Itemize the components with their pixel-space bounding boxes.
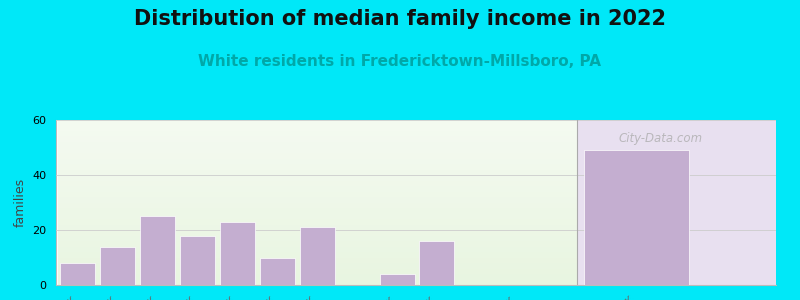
Bar: [60, 263, 95, 285]
Bar: [58, 125, 577, 131]
Bar: [58, 247, 577, 252]
Bar: [58, 241, 577, 247]
Bar: [58, 186, 577, 191]
Bar: [58, 230, 577, 236]
Text: White residents in Fredericktown-Millsboro, PA: White residents in Fredericktown-Millsbo…: [198, 54, 602, 69]
Bar: [100, 247, 135, 285]
Bar: [180, 236, 215, 285]
Bar: [300, 227, 335, 285]
Bar: [58, 257, 577, 263]
Bar: [58, 214, 577, 219]
Bar: [58, 158, 577, 164]
Bar: [58, 131, 577, 136]
Y-axis label: families: families: [14, 178, 26, 227]
Bar: [58, 202, 577, 208]
Bar: [58, 219, 577, 224]
Text: Distribution of median family income in 2022: Distribution of median family income in …: [134, 9, 666, 29]
Bar: [58, 142, 577, 148]
Bar: [58, 181, 577, 186]
Bar: [584, 150, 689, 285]
Bar: [58, 175, 577, 181]
Bar: [140, 216, 175, 285]
Bar: [58, 148, 577, 153]
Bar: [58, 153, 577, 158]
Bar: [58, 280, 577, 285]
Bar: [58, 197, 577, 203]
Bar: [58, 191, 577, 197]
Bar: [260, 257, 295, 285]
Bar: [379, 274, 414, 285]
Bar: [577, 120, 776, 285]
Bar: [58, 263, 577, 268]
Bar: [58, 120, 577, 125]
Bar: [419, 241, 454, 285]
Bar: [58, 164, 577, 170]
Bar: [58, 252, 577, 257]
Text: City-Data.com: City-Data.com: [618, 131, 703, 145]
Bar: [58, 136, 577, 142]
Bar: [58, 120, 577, 285]
Bar: [58, 169, 577, 175]
Bar: [58, 208, 577, 214]
Bar: [58, 236, 577, 241]
Bar: [220, 222, 255, 285]
Bar: [58, 224, 577, 230]
Bar: [58, 268, 577, 274]
Bar: [58, 274, 577, 280]
